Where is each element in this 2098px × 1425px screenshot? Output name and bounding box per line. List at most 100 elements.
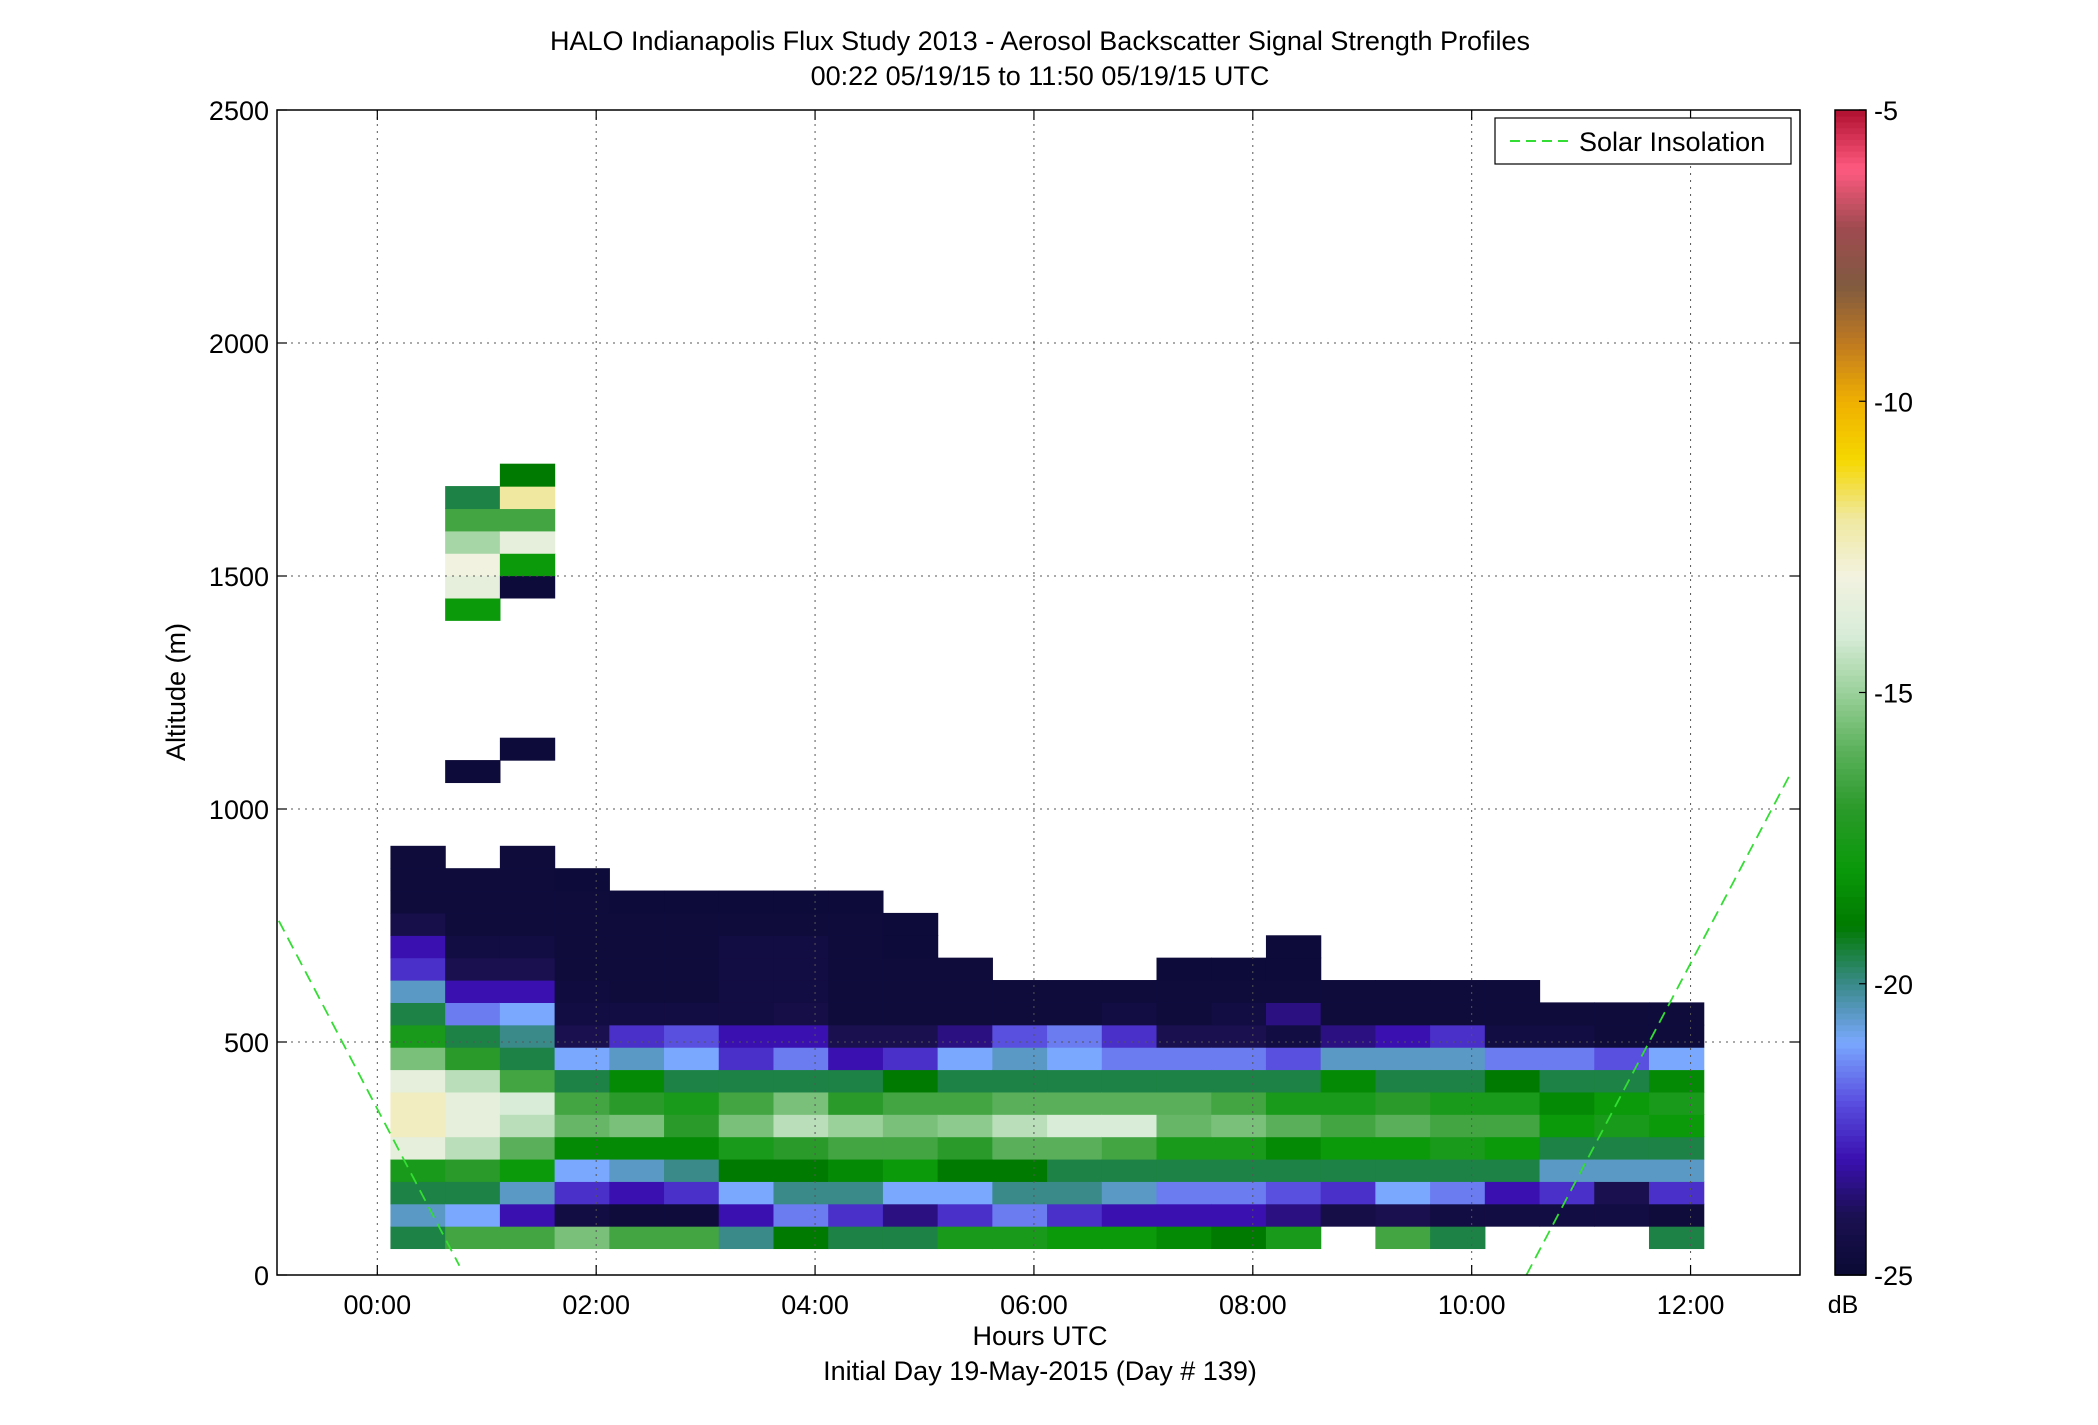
colorbar-band [1835, 669, 1866, 676]
colorbar-band [1835, 1088, 1866, 1096]
colorbar-band [1835, 203, 1866, 210]
colorbar-band [1835, 779, 1866, 787]
heatmap-cell [1594, 1181, 1650, 1205]
heatmap-cell [664, 935, 720, 959]
heatmap-cell [1539, 1002, 1595, 1026]
heatmap-cell [1101, 1091, 1158, 1115]
colorbar-band [1835, 488, 1866, 496]
colorbar-band [1835, 476, 1866, 484]
heatmap-cell [445, 1136, 501, 1160]
heatmap-cell [499, 1158, 556, 1182]
heatmap-cell [937, 1091, 993, 1115]
heatmap-cell [1156, 1203, 1212, 1227]
heatmap-cell [1430, 1024, 1486, 1048]
colorbar-band [1835, 150, 1866, 158]
colorbar-band [1835, 855, 1866, 863]
heatmap-cell [609, 912, 665, 936]
x-tick-label: 12:00 [1657, 1290, 1725, 1320]
colorbar-band [1835, 931, 1866, 938]
colorbar-band [1835, 995, 1866, 1003]
colorbar-band [1835, 209, 1866, 216]
colorbar-band [1835, 541, 1866, 548]
heatmap-cell [718, 1002, 775, 1026]
heatmap-cell [1101, 1226, 1158, 1250]
colorbar-band [1835, 273, 1866, 280]
heatmap-cell [1648, 1136, 1705, 1160]
heatmap-cell [1648, 1091, 1705, 1115]
heatmap-cell [1484, 980, 1541, 1003]
heatmap-cell [1648, 1226, 1705, 1250]
heatmap-cell [1101, 1203, 1158, 1227]
colorbar-band [1835, 1152, 1866, 1160]
heatmap-cell [718, 1226, 775, 1250]
heatmap-cell [445, 530, 501, 554]
heatmap-cell [390, 1091, 446, 1115]
heatmap-cell [499, 912, 556, 936]
heatmap-cell [992, 1091, 1048, 1115]
heatmap-cell [1539, 1091, 1595, 1115]
heatmap-cell [882, 912, 939, 936]
colorbar-band [1835, 942, 1866, 950]
heatmap-cell [773, 1114, 829, 1138]
colorbar-band [1835, 884, 1866, 892]
x-tick-label: 10:00 [1438, 1290, 1506, 1320]
heatmap-cell [828, 1114, 884, 1138]
heatmap-cell [445, 1002, 501, 1026]
heatmap-cell [1484, 1091, 1541, 1115]
heatmap-cell [664, 980, 720, 1003]
heatmap-cell [882, 1136, 939, 1160]
colorbar-band [1835, 162, 1866, 170]
colorbar-band [1835, 692, 1866, 700]
colorbar-tick-label: -10 [1874, 387, 1913, 417]
colorbar-band [1835, 989, 1866, 997]
colorbar-band [1835, 721, 1866, 729]
y-tick-label: 500 [224, 1028, 269, 1058]
heatmap-cell [499, 935, 556, 959]
colorbar-band [1835, 919, 1866, 927]
colorbar-band [1835, 814, 1866, 822]
colorbar-band [1835, 1042, 1866, 1049]
heatmap-cell [937, 1203, 993, 1227]
heatmap-cell [882, 1002, 939, 1026]
heatmap-cell [773, 1226, 829, 1250]
heatmap-cell [445, 957, 501, 981]
colorbar-band [1835, 1053, 1866, 1061]
colorbar-band [1835, 1007, 1866, 1014]
heatmap-cell [390, 912, 446, 936]
colorbar-band [1835, 826, 1866, 834]
colorbar-band [1835, 278, 1866, 286]
heatmap-cell [1156, 1091, 1212, 1115]
heatmap-cell [664, 1158, 720, 1182]
colorbar-band [1835, 645, 1866, 653]
heatmap-cell [664, 1002, 720, 1026]
heatmap-cell [1211, 957, 1267, 981]
colorbar-band [1835, 750, 1866, 758]
colorbar-band [1835, 168, 1866, 175]
heatmap-cell [445, 1091, 501, 1115]
colorbar-band [1835, 1012, 1866, 1020]
colorbar-ticks: -5 -10 -15 -20 -25 [1859, 96, 1913, 1291]
heatmap-cell [937, 1002, 993, 1026]
heatmap-cell [718, 935, 775, 959]
colorbar-band [1835, 908, 1866, 915]
y-tick-label: 1000 [209, 795, 269, 825]
colorbar-gradient [1835, 110, 1866, 1276]
heatmap-cell [1648, 1047, 1705, 1071]
colorbar-unit-label: dB [1828, 1291, 1859, 1319]
heatmap-cell [1648, 1024, 1705, 1048]
heatmap-cell [1156, 1024, 1212, 1048]
colorbar-band [1835, 937, 1866, 944]
heatmap-cell [499, 575, 556, 599]
heatmap-cell [390, 980, 446, 1003]
heatmap-cell [609, 1226, 665, 1250]
heatmap-cell [554, 868, 610, 892]
heatmap-cell [664, 957, 720, 981]
colorbar-band [1835, 290, 1866, 298]
heatmap-cell [1265, 935, 1322, 959]
heatmap-cell [1265, 980, 1322, 1003]
heatmap-cell [1156, 1226, 1212, 1250]
colorbar-band [1835, 1065, 1866, 1072]
heatmap-cell [499, 1114, 556, 1138]
heatmap-cell [1320, 1158, 1376, 1182]
colorbar-band [1835, 442, 1866, 449]
